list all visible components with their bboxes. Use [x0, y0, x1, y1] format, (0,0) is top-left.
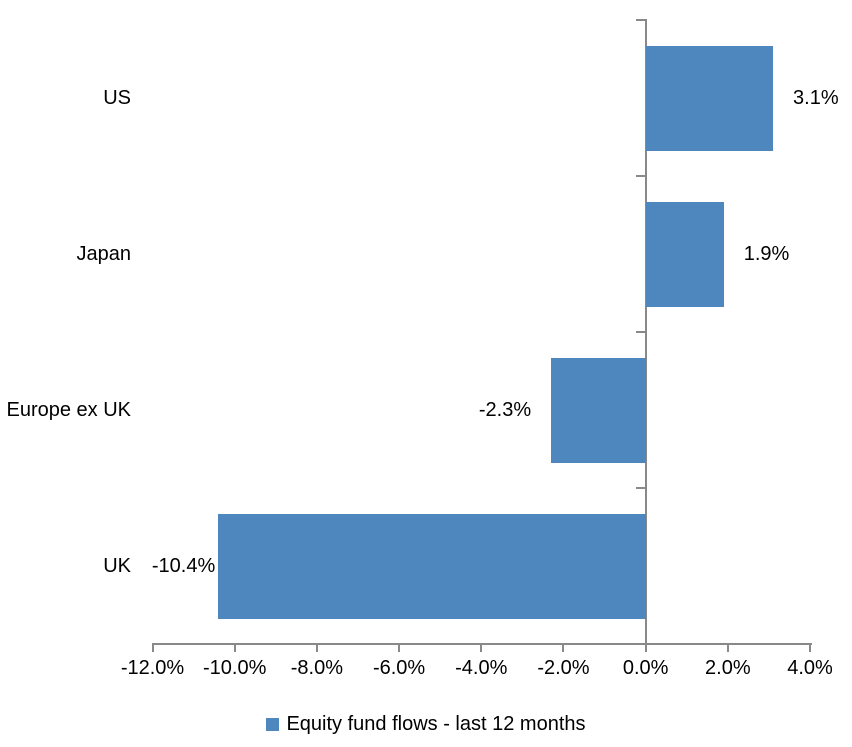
bar-japan — [645, 202, 724, 307]
category-label: UK — [103, 554, 131, 577]
x-axis-tick — [315, 643, 318, 652]
category-tick — [635, 487, 645, 489]
x-axis-tick-label: -2.0% — [537, 657, 590, 679]
category-label: US — [103, 86, 131, 109]
value-label: -2.3% — [478, 398, 532, 421]
x-axis-tick — [644, 643, 647, 652]
bar-uk — [218, 514, 646, 619]
value-label: 3.1% — [793, 86, 839, 109]
x-axis-tick-label: -10.0% — [203, 657, 267, 679]
value-label: -10.4% — [151, 554, 216, 577]
x-axis-tick-label: 2.0% — [705, 657, 751, 679]
category-tick — [635, 331, 645, 333]
x-axis-tick-label: -6.0% — [372, 657, 426, 679]
x-axis-tick — [398, 643, 401, 652]
bar-us — [645, 46, 774, 151]
x-axis-tick — [480, 643, 483, 652]
x-axis-tick-label: 0.0% — [622, 657, 669, 679]
zero-axis-line — [644, 19, 647, 643]
x-axis-tick — [726, 643, 729, 652]
x-axis-tick — [562, 643, 565, 652]
value-label: 1.9% — [743, 242, 790, 265]
x-axis-tick-label: 4.0% — [787, 657, 833, 679]
legend: Equity fund flows - last 12 months — [0, 711, 852, 737]
bar-europe-ex-uk — [551, 358, 646, 463]
category-tick — [635, 19, 645, 21]
x-axis-tick-label: -4.0% — [455, 657, 508, 679]
x-axis-tick — [233, 643, 236, 652]
legend-swatch-icon — [266, 717, 280, 731]
category-label: Japan — [76, 242, 132, 265]
legend-label: Equity fund flows - last 12 months — [286, 713, 586, 735]
x-axis-tick — [151, 643, 154, 652]
x-axis-tick — [809, 643, 811, 652]
category-label: Europe ex UK — [6, 398, 131, 421]
category-tick — [635, 175, 645, 177]
x-axis-tick-label: -12.0% — [120, 657, 185, 679]
x-axis-tick-label: -8.0% — [290, 657, 343, 679]
